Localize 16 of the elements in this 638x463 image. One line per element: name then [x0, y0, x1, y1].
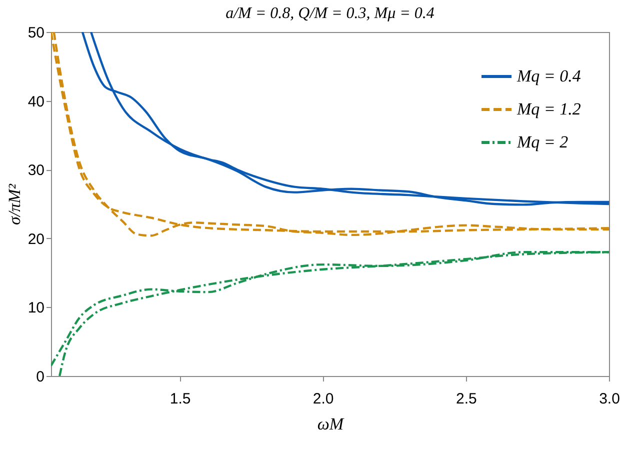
y-tick-label: 10: [28, 300, 44, 317]
legend-label: Mq = 0.4: [516, 66, 582, 86]
y-tick-label: 30: [28, 162, 44, 180]
y-tick-label: 50: [28, 24, 44, 42]
legend-label: Mq = 1.2: [516, 100, 582, 118]
x-tick-label: 2.0: [312, 390, 334, 408]
y-tick-label: 0: [36, 368, 44, 386]
legend-label: Mq = 2: [516, 132, 569, 152]
x-tick-label: 2.5: [456, 390, 477, 408]
y-tick-label: 40: [28, 93, 44, 110]
chart-title: a/M = 0.8, Q/M = 0.3, Mμ = 0.4: [226, 5, 434, 22]
y-tick-label: 20: [28, 230, 44, 248]
x-tick-label: 3.0: [599, 390, 620, 408]
x-tick-label: 1.5: [170, 390, 191, 408]
y-axis-title: σ/πM²: [4, 183, 24, 225]
x-axis-title: ωM: [317, 414, 344, 434]
